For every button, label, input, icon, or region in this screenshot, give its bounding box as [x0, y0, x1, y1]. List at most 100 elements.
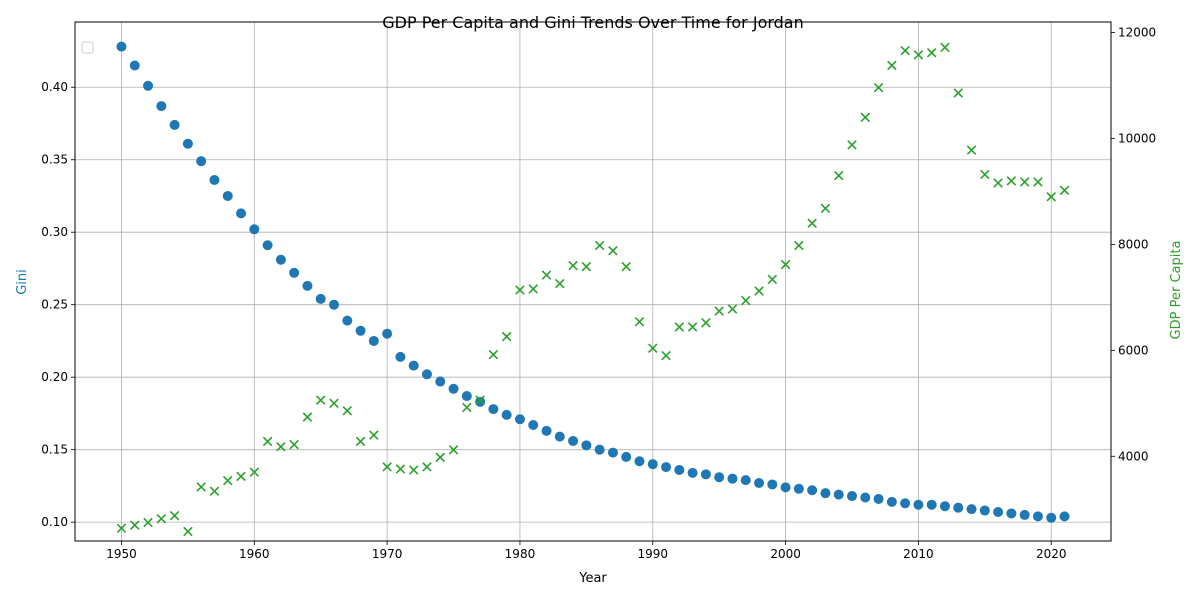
gdp-point: [568, 260, 578, 271]
gdp-point: [926, 47, 937, 58]
gdp-point: [767, 274, 778, 285]
right-y-tick-label: 8000: [1118, 237, 1149, 251]
left-y-tick-label: 0.10: [41, 515, 68, 529]
x-tick-label: 2000: [770, 547, 801, 561]
x-tick-label: 1960: [239, 547, 270, 561]
gini-point: [262, 240, 273, 251]
gdp-point: [648, 343, 658, 353]
x-tick-label: 1990: [637, 547, 668, 561]
gdp-point: [1019, 177, 1030, 187]
gdp-point: [727, 304, 738, 314]
gini-point: [528, 420, 539, 431]
plot-frame: [74, 21, 1112, 542]
gdp-point: [1046, 191, 1056, 202]
gini-point: [647, 459, 658, 470]
gini-point: [966, 504, 977, 515]
gdp-series: [116, 42, 1070, 537]
gini-point: [754, 478, 765, 489]
gini-point: [607, 447, 618, 458]
gini-point: [926, 499, 937, 510]
left-y-axis-label: Gini: [15, 269, 30, 295]
right-y-tick-label: 4000: [1118, 449, 1149, 463]
gdp-point: [621, 261, 631, 272]
gdp-point: [329, 398, 339, 409]
gdp-point: [209, 486, 220, 496]
gdp-point: [196, 482, 206, 492]
gini-point: [249, 224, 260, 235]
gini-series: [116, 41, 1070, 523]
right-y-axis-label: GDP Per Capita: [1169, 241, 1184, 340]
gdp-point: [780, 259, 791, 270]
gini-point: [129, 60, 140, 71]
gini-point: [714, 472, 725, 483]
right-y-axis: 4000 6000 8000 10000 12000: [1111, 26, 1156, 463]
gini-point: [727, 473, 738, 484]
gini-point: [448, 383, 459, 394]
gini-point: [568, 435, 579, 446]
left-y-tick-label: 0.40: [41, 80, 68, 94]
gdp-point: [1006, 176, 1017, 186]
gdp-point: [156, 513, 167, 524]
gdp-point: [369, 430, 379, 440]
gini-point: [355, 325, 366, 336]
legend-box: [81, 41, 94, 54]
gini-point: [581, 440, 592, 451]
gdp-point: [249, 467, 260, 477]
gini-point: [488, 404, 499, 415]
gdp-point: [581, 261, 592, 272]
gdp-point: [687, 322, 698, 332]
gini-point: [1019, 509, 1030, 520]
gdp-point: [462, 402, 472, 413]
gdp-point: [143, 517, 153, 528]
gini-point: [501, 409, 512, 420]
gini-point: [222, 190, 233, 201]
gini-point: [408, 360, 419, 371]
x-axis: 1950 1960 1970 1980 1990 2000 2010 2020: [106, 541, 1067, 561]
x-tick-label: 2010: [903, 547, 934, 561]
gini-point: [1006, 508, 1017, 519]
gini-point: [900, 498, 911, 509]
gdp-point: [408, 465, 419, 475]
gdp-point: [342, 405, 353, 416]
gini-point: [1032, 511, 1043, 522]
gini-point: [169, 119, 180, 130]
gini-point: [886, 496, 897, 507]
right-y-tick-label: 6000: [1118, 343, 1149, 357]
gini-point: [302, 280, 313, 291]
gdp-point: [276, 441, 286, 452]
gdp-point: [940, 42, 950, 53]
gini-point: [700, 469, 711, 480]
gdp-point: [701, 318, 711, 328]
gini-point: [820, 488, 831, 499]
gini-point: [421, 369, 432, 380]
gini-point: [594, 444, 605, 455]
gdp-point: [448, 445, 459, 455]
gini-point: [156, 101, 167, 112]
gini-point: [661, 462, 672, 473]
gdp-point: [714, 306, 724, 316]
gini-point: [289, 267, 300, 278]
gdp-point: [555, 278, 565, 289]
gini-point: [860, 492, 871, 503]
gini-point: [541, 425, 552, 436]
gdp-point: [183, 526, 193, 537]
left-y-tick-label: 0.15: [41, 443, 68, 457]
gini-point: [674, 464, 685, 475]
gini-point: [953, 502, 964, 513]
gini-point: [461, 391, 472, 402]
gini-point: [368, 335, 379, 346]
gini-point: [767, 479, 778, 490]
gdp-point: [302, 412, 313, 422]
gini-point: [182, 138, 193, 149]
chart-title: GDP Per Capita and Gini Trends Over Time…: [382, 13, 804, 32]
gdp-point: [887, 60, 897, 71]
gini-point: [780, 482, 791, 493]
gini-point: [236, 208, 247, 219]
gdp-point: [754, 286, 764, 296]
gini-point: [1059, 511, 1070, 522]
gdp-point: [435, 452, 446, 463]
gdp-point: [395, 464, 406, 474]
x-tick-label: 1980: [505, 547, 536, 561]
right-y-tick-label: 10000: [1118, 132, 1156, 146]
